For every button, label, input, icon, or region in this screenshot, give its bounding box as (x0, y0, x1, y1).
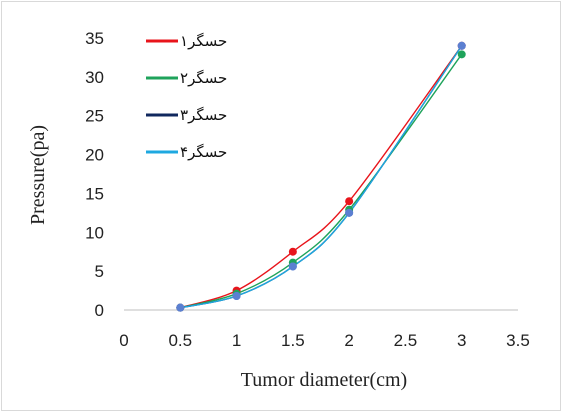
series-line (180, 53, 463, 309)
data-point (457, 41, 466, 50)
legend: حسگر۱ حسگر۲ حسگر۳ حسگر۴ (146, 32, 227, 161)
y-tick-label: 35 (85, 29, 104, 48)
y-tick-label: 0 (95, 301, 104, 320)
data-point (288, 247, 297, 256)
y-tick-label: 20 (85, 146, 104, 165)
x-tick-label: 3.5 (506, 331, 530, 350)
y-tick-label: 5 (95, 262, 104, 281)
y-tick-labels: 0 5 10 15 20 25 30 35 (85, 29, 104, 320)
data-point (232, 292, 241, 301)
data-point (176, 303, 185, 312)
legend-label: حسگر۲ (180, 69, 227, 87)
legend-label: حسگر۳ (180, 106, 227, 124)
legend-label: حسگر۱ (180, 32, 227, 50)
x-tick-label: 3 (457, 331, 466, 350)
x-tick-label: 0 (119, 331, 128, 350)
x-axis-title: Tumor diameter(cm) (241, 369, 407, 391)
x-tick-label: 2 (344, 331, 353, 350)
data-point (457, 50, 466, 59)
x-tick-label: 2.5 (394, 331, 418, 350)
series-layer (176, 41, 466, 312)
data-point (345, 208, 354, 217)
data-point (288, 262, 297, 271)
series-line (180, 45, 463, 309)
y-tick-label: 25 (85, 107, 104, 126)
y-tick-label: 15 (85, 184, 104, 203)
y-axis-title: Pressure(pa) (27, 125, 49, 225)
x-tick-label: 1.5 (281, 331, 305, 350)
series-line (180, 45, 463, 309)
x-tick-label: 0.5 (168, 331, 192, 350)
data-point (345, 197, 354, 206)
x-tick-label: 1 (232, 331, 241, 350)
y-tick-label: 10 (85, 223, 104, 242)
x-tick-labels: 0 0.5 1 1.5 2 2.5 3 3.5 (119, 331, 530, 350)
y-tick-label: 30 (85, 68, 104, 87)
legend-label: حسگر۴ (180, 143, 227, 161)
